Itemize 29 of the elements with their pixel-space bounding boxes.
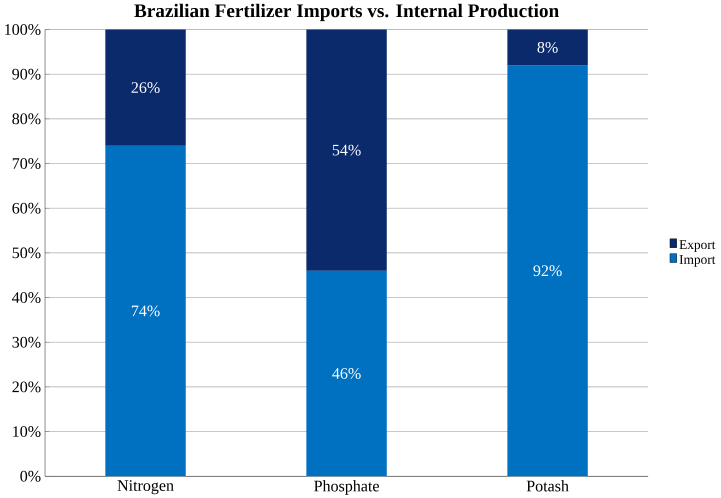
y-tick-label: 10% [13, 426, 41, 437]
y-tick-label: 20% [12, 381, 41, 392]
legend-label: Import [680, 254, 716, 266]
bar [306, 29, 387, 271]
x-tick-label: Potash [526, 480, 569, 492]
data-label: 92% [533, 265, 562, 276]
data-label: 74% [132, 305, 160, 316]
y-tick-label: 30% [12, 336, 41, 348]
chart-title: Brazilian Fertilizer Imports vs. Internal Production [134, 3, 559, 21]
y-tick-label: 60% [12, 202, 41, 214]
data-label: 54% [332, 144, 361, 156]
bar [306, 270, 387, 476]
y-tick-label: 90% [12, 68, 41, 80]
bar [105, 145, 186, 476]
data-label: 8% [538, 42, 558, 53]
y-tick-label: 50% [12, 247, 41, 258]
y-tick-label: 100% [5, 24, 41, 35]
bar [105, 29, 186, 146]
y-tick-label: 70% [12, 158, 41, 169]
bar [507, 29, 588, 66]
y-tick-label: 80% [12, 113, 41, 124]
x-tick-label: Nitrogen [118, 480, 174, 494]
legend-label: Export [679, 240, 716, 252]
bar [507, 65, 588, 476]
data-label: 26% [132, 82, 160, 93]
y-tick-label: 40% [12, 292, 41, 303]
data-label: 46% [332, 368, 361, 379]
x-tick-label: Phosphate [314, 480, 379, 494]
y-tick-label: 0% [20, 470, 41, 482]
